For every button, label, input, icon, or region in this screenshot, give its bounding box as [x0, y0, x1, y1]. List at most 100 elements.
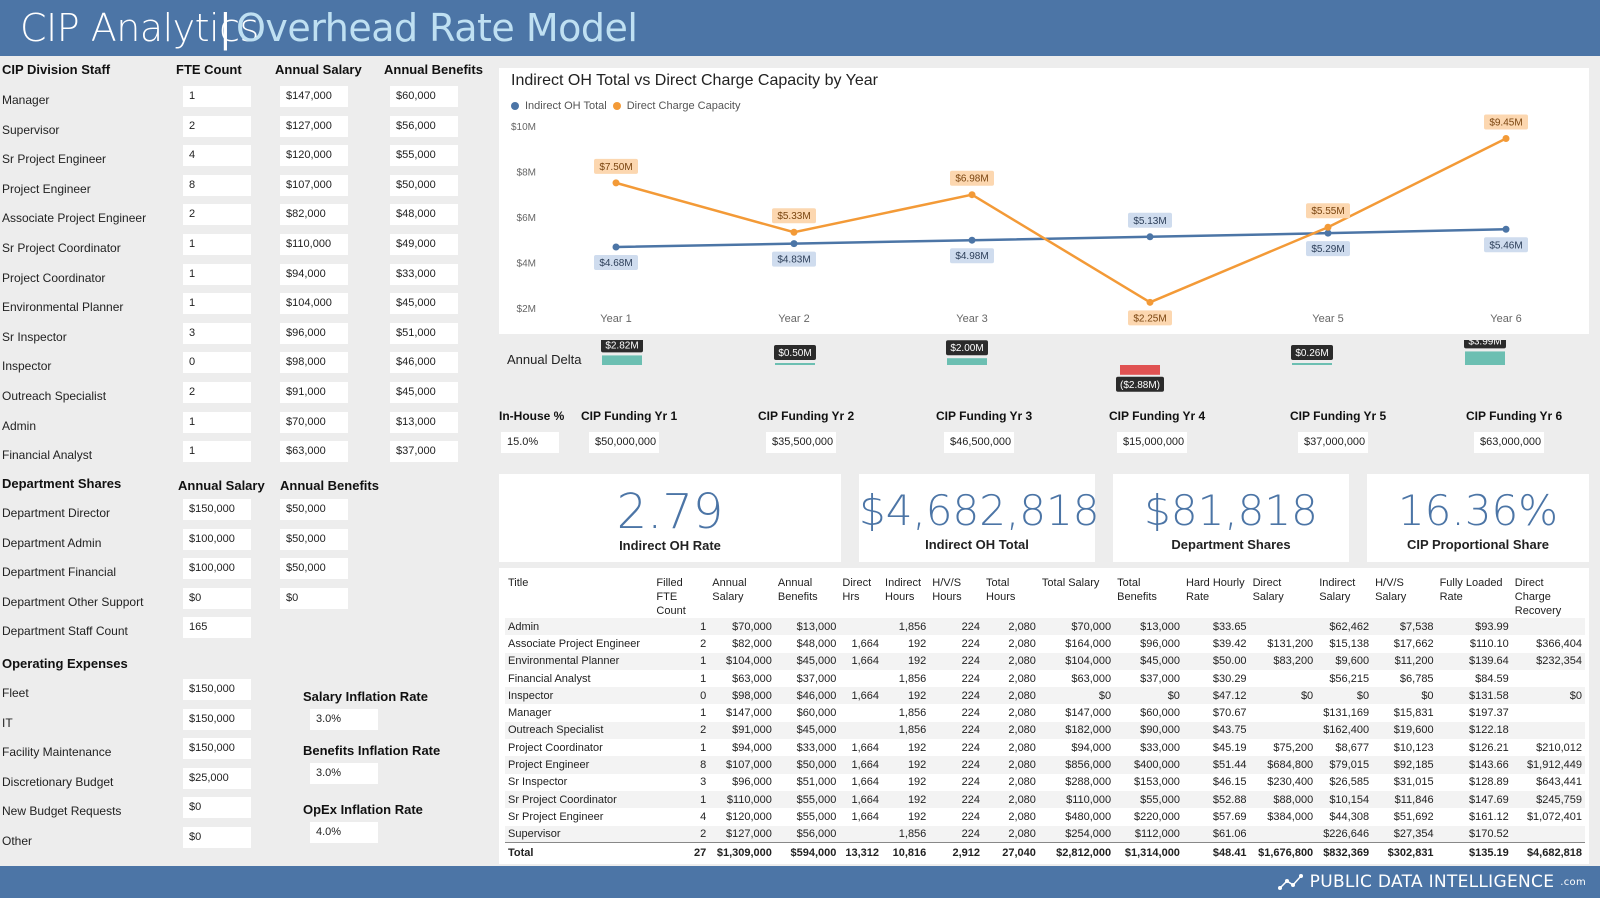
annual-benefits-input[interactable]: $48,000 [390, 204, 458, 226]
table-cell: 1 [700, 741, 707, 754]
annual-salary-input[interactable]: $147,000 [280, 86, 348, 107]
fte-count-input[interactable]: 1 [183, 234, 251, 255]
dept-benefits-input[interactable]: $50,000 [280, 558, 348, 580]
annual-benefits-input[interactable]: $51,000 [390, 322, 458, 344]
table-cell: 192 [907, 741, 927, 754]
dept-title-label: Department Financial [2, 565, 117, 580]
fte-count-input[interactable]: 0 [183, 352, 251, 374]
table-cell [1511, 721, 1585, 740]
annual-benefits-input[interactable]: $33,000 [390, 263, 458, 285]
inflation-rate-input[interactable]: 3.0% [310, 709, 378, 730]
table-total-cell: $1,309,000 [709, 842, 775, 862]
fte-count-input[interactable]: 1 [183, 293, 251, 315]
annual-benefits-input[interactable]: $56,000 [390, 115, 458, 137]
table-column-header[interactable]: Fully Loaded Rate [1439, 577, 1503, 603]
table-column-header[interactable]: Annual Benefits [777, 577, 818, 603]
opex-value-input[interactable]: $150,000 [183, 708, 251, 730]
dept-salary-input[interactable]: $100,000 [183, 558, 251, 580]
table-total-cell: $594,000 [774, 842, 840, 862]
inflation-rate-input[interactable]: 3.0% [310, 763, 378, 784]
annual-salary-input[interactable]: $104,000 [280, 293, 348, 315]
inflation-rate-input[interactable]: 4.0% [310, 822, 378, 843]
fte-count-input[interactable]: 1 [183, 441, 251, 463]
table-column-header[interactable]: H/V/S Salary [1375, 577, 1407, 603]
dept-benefits-input[interactable]: $50,000 [280, 499, 348, 520]
table-column-header[interactable]: Indirect Salary [1319, 577, 1356, 603]
table-column-header[interactable]: Direct Hrs [842, 577, 872, 603]
fte-count-input[interactable]: 2 [183, 382, 251, 403]
dept-salary-input[interactable]: $100,000 [183, 528, 251, 550]
annual-benefits-input[interactable]: $46,000 [390, 352, 458, 374]
cip-funding-input[interactable]: $37,000,000 [1298, 432, 1368, 453]
dept-staff-count-input[interactable]: 165 [183, 617, 251, 639]
fte-count-input[interactable]: 8 [183, 174, 251, 196]
table-column-header[interactable]: H/V/S Hours [932, 577, 962, 603]
cip-funding-input[interactable]: $15,000,000 [1117, 432, 1187, 453]
fte-count-input[interactable]: 1 [183, 263, 251, 285]
table-cell [839, 721, 883, 740]
table-cell: $8,677 [1335, 741, 1370, 754]
fte-count-input[interactable]: 1 [183, 411, 251, 433]
annual-salary-input[interactable]: $70,000 [280, 411, 348, 433]
table-total-cell: $4,682,818 [1511, 842, 1585, 862]
annual-benefits-input[interactable]: $55,000 [390, 145, 458, 167]
table-cell: 8 [653, 756, 710, 774]
inhouse-pct-input[interactable]: 15.0% [501, 432, 559, 453]
table-column-header[interactable]: Direct Salary [1252, 577, 1284, 603]
annual-benefits-input[interactable]: $13,000 [390, 411, 458, 433]
table-column-header[interactable]: Indirect Hours [885, 577, 922, 603]
cip-funding-input[interactable]: $46,500,000 [944, 432, 1014, 453]
table-column-header[interactable]: Filled FTE Count [656, 577, 686, 617]
y-tick-label: $2M [517, 304, 536, 315]
opex-value-input[interactable]: $150,000 [183, 679, 251, 700]
opex-value-input[interactable]: $25,000 [183, 767, 251, 789]
annual-salary-input[interactable]: $110,000 [280, 234, 348, 255]
annual-salary-input[interactable]: $63,000 [280, 441, 348, 463]
table-column-header[interactable]: Total Salary [1041, 577, 1100, 589]
annual-salary-input[interactable]: $107,000 [280, 174, 348, 196]
annual-benefits-input[interactable]: $45,000 [390, 293, 458, 315]
table-cell: $104,000 [1038, 652, 1115, 670]
annual-benefits-input[interactable]: $60,000 [390, 86, 458, 107]
annual-benefits-input[interactable]: $37,000 [390, 441, 458, 463]
annual-benefits-input[interactable]: $45,000 [390, 382, 458, 403]
data-label: $4.83M [772, 251, 816, 267]
data-label-bg [594, 158, 638, 174]
legend-item-oh[interactable]: Indirect OH Total [525, 100, 607, 112]
opex-value-input[interactable]: $0 [183, 827, 251, 848]
annual-salary-input[interactable]: $91,000 [280, 382, 348, 403]
cip-funding-input[interactable]: $63,000,000 [1474, 432, 1544, 453]
opex-value-input[interactable]: $0 [183, 797, 251, 819]
dept-benefits-input[interactable]: $0 [280, 587, 348, 609]
annual-benefits-input[interactable]: $49,000 [390, 234, 458, 255]
table-column-header[interactable]: Hard Hourly Rate [1185, 577, 1245, 603]
annual-benefits-input[interactable]: $50,000 [390, 174, 458, 196]
legend-item-dcc[interactable]: Direct Charge Capacity [626, 100, 741, 112]
dept-header-benefits: Annual Benefits [280, 478, 379, 493]
opex-value-input[interactable]: $150,000 [183, 738, 251, 760]
annual-salary-input[interactable]: $98,000 [280, 352, 348, 374]
annual-salary-input[interactable]: $96,000 [280, 322, 348, 344]
fte-count-input[interactable]: 3 [183, 322, 251, 344]
annual-salary-input[interactable]: $94,000 [280, 263, 348, 285]
fte-count-input[interactable]: 2 [183, 204, 251, 226]
fte-count-input[interactable]: 4 [183, 145, 251, 167]
table-column-header[interactable]: Annual Salary [712, 577, 747, 603]
table-column-header[interactable]: Title [508, 577, 529, 589]
dept-benefits-input[interactable]: $50,000 [280, 528, 348, 550]
annual-salary-input[interactable]: $120,000 [280, 145, 348, 167]
dept-salary-input[interactable]: $0 [183, 587, 251, 609]
fte-count-input[interactable]: 2 [183, 115, 251, 137]
brand-logo[interactable]: PUBLIC DATA INTELLIGENCE .com [1277, 872, 1586, 892]
fte-count-input[interactable]: 1 [183, 86, 251, 107]
table-column-header[interactable]: Total Hours [986, 577, 1016, 603]
table-cell: $197.37 [1469, 707, 1509, 720]
annual-salary-input[interactable]: $127,000 [280, 115, 348, 137]
table-column-header[interactable]: Direct Charge Recovery [1514, 577, 1562, 617]
table-column-header[interactable]: Total Benefits [1117, 577, 1157, 603]
table-cell: 1,856 [882, 618, 930, 636]
dept-salary-input[interactable]: $150,000 [183, 499, 251, 520]
cip-funding-input[interactable]: $50,000,000 [589, 432, 659, 453]
annual-salary-input[interactable]: $82,000 [280, 204, 348, 226]
cip-funding-input[interactable]: $35,500,000 [766, 432, 836, 453]
